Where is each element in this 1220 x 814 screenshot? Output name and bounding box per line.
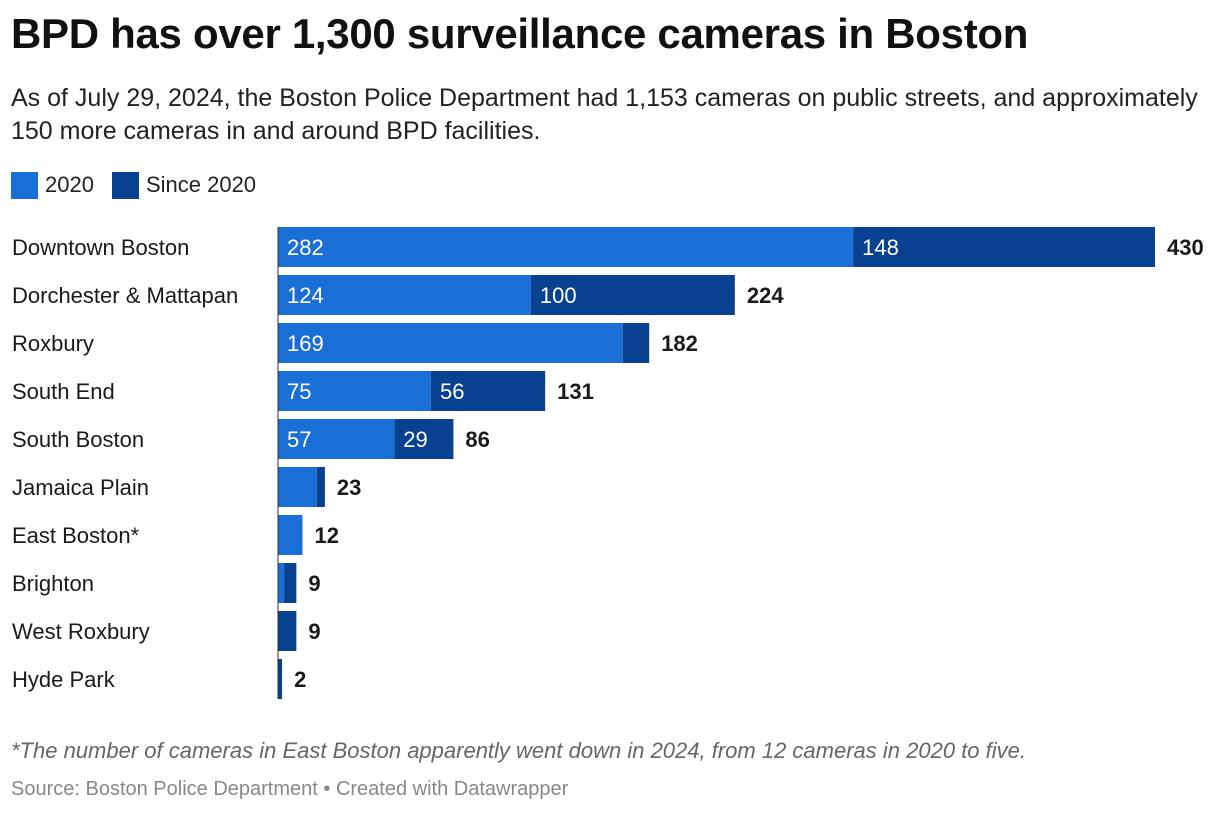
total-label-brighton: 9 <box>308 571 320 596</box>
bar-label-south-end-since-2020: 56 <box>440 379 464 404</box>
total-label-south-end: 131 <box>557 379 594 404</box>
total-label-hyde-park: 2 <box>294 667 306 692</box>
bar-dorchester-mattapan-since-2020 <box>530 275 735 315</box>
bar-brighton-2020 <box>278 563 285 603</box>
category-label-dorchester-mattapan: Dorchester & Mattapan <box>12 283 238 308</box>
bar-downtown-boston-since-2020 <box>853 227 1155 267</box>
total-label-dorchester-mattapan: 224 <box>747 283 784 308</box>
total-label-downtown-boston: 430 <box>1167 235 1204 260</box>
category-label-south-end: South End <box>12 379 115 404</box>
bar-brighton-since-2020 <box>284 563 297 603</box>
category-label-brighton: Brighton <box>12 571 94 596</box>
total-label-roxbury: 182 <box>661 331 698 356</box>
bar-jamaica-plain-since-2020 <box>316 467 325 507</box>
category-label-west-roxbury: West Roxbury <box>12 619 150 644</box>
bar-roxbury-2020 <box>278 323 623 363</box>
bar-label-dorchester-mattapan-since-2020: 100 <box>540 283 577 308</box>
bar-label-south-boston-since-2020: 29 <box>403 427 427 452</box>
bar-west-roxbury-since-2020 <box>278 611 297 651</box>
bar-south-boston-2020 <box>278 419 395 459</box>
bar-south-boston-since-2020 <box>394 419 454 459</box>
chart-subtitle: As of July 29, 2024, the Boston Police D… <box>11 84 1198 145</box>
total-label-east-boston: 12 <box>314 523 338 548</box>
legend-label-since-2020: Since 2020 <box>145 172 257 197</box>
bar-label-dorchester-mattapan-2020: 124 <box>287 283 324 308</box>
total-label-south-boston: 86 <box>465 427 489 452</box>
legend-item-since-2020: Since 2020 <box>111 171 257 199</box>
category-label-roxbury: Roxbury <box>12 331 94 356</box>
bar-south-end-since-2020 <box>430 371 546 411</box>
legend-swatch-since-2020 <box>111 171 139 199</box>
bar-dorchester-mattapan-2020 <box>278 275 531 315</box>
legend: 2020 Since 2020 <box>11 171 274 199</box>
total-label-jamaica-plain: 23 <box>337 475 361 500</box>
category-label-downtown-boston: Downtown Boston <box>12 235 189 260</box>
bar-south-end-2020 <box>278 371 431 411</box>
bar-label-downtown-boston-2020: 282 <box>287 235 324 260</box>
bar-jamaica-plain-2020 <box>278 467 317 507</box>
total-label-west-roxbury: 9 <box>308 619 320 644</box>
category-label-south-boston: South Boston <box>12 427 144 452</box>
legend-item-2020: 2020 <box>11 171 94 199</box>
category-label-east-boston: East Boston* <box>12 523 140 548</box>
chart-title: BPD has over 1,300 surveillance cameras … <box>11 10 1029 57</box>
footnote: *The number of cameras in East Boston ap… <box>11 738 1026 763</box>
legend-label-2020: 2020 <box>45 172 94 197</box>
bar-east-boston-2020 <box>278 515 303 555</box>
bar-label-south-boston-2020: 57 <box>287 427 311 452</box>
source-line: Source: Boston Police Department • Creat… <box>11 778 569 800</box>
bar-downtown-boston-2020 <box>278 227 854 267</box>
bar-label-downtown-boston-since-2020: 148 <box>862 235 899 260</box>
bar-label-roxbury-2020: 169 <box>287 331 324 356</box>
bar-chart: Downtown Boston 282 148 430 Dorchester & Mat… <box>12 227 1204 699</box>
category-label-jamaica-plain: Jamaica Plain <box>12 475 149 500</box>
bar-hyde-park-since-2020 <box>278 659 283 699</box>
category-label-hyde-park: Hyde Park <box>12 667 116 692</box>
legend-swatch-2020 <box>11 171 38 199</box>
bar-roxbury-since-2020 <box>622 323 650 363</box>
bar-label-south-end-2020: 75 <box>287 379 311 404</box>
